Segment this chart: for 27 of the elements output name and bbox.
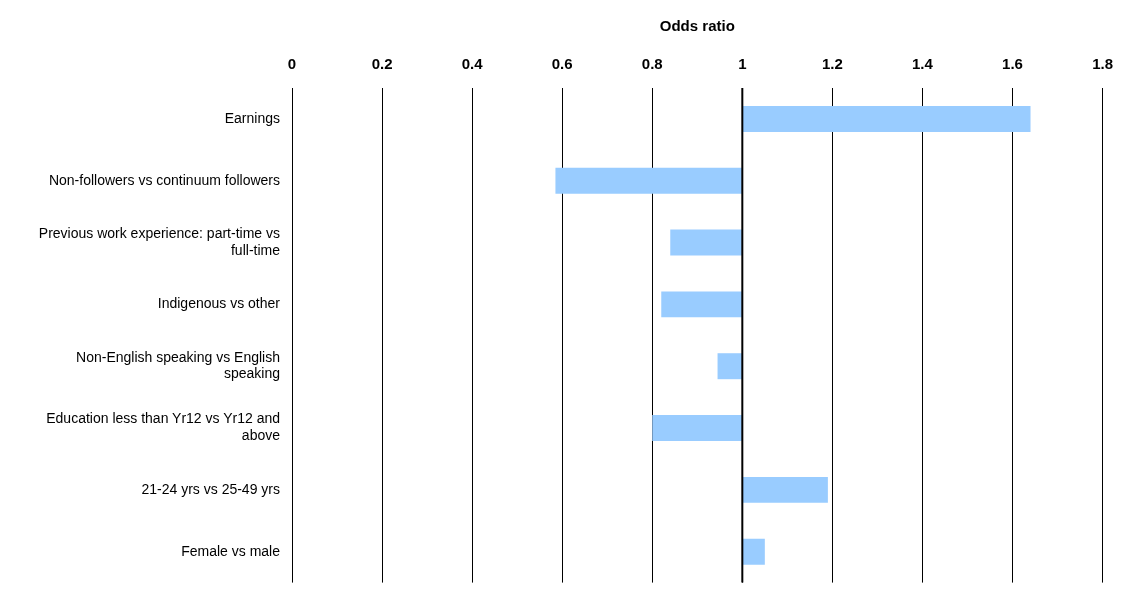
y-tick-label: Female vs male: [181, 542, 281, 559]
x-axis-title: Odds ratio: [659, 17, 735, 35]
y-tick-label: Previous work experience: part-time vs full-time: [38, 225, 281, 258]
y-tick-label: 21-24 yrs vs 25-49 yrs: [141, 480, 280, 497]
x-tick-label: 1.8: [1092, 55, 1113, 73]
x-tick-label: 0.6: [551, 55, 573, 73]
bar: [661, 291, 743, 318]
bar: [717, 353, 743, 380]
x-tick-label: 1.6: [1002, 55, 1023, 73]
x-tick-label: 0: [287, 55, 297, 73]
bar: [742, 538, 765, 565]
y-tick-label: Earnings: [224, 109, 280, 126]
x-tick-label: 0.4: [461, 55, 484, 73]
y-tick-label: Non-followers vs continuum followers: [48, 171, 280, 188]
x-tick-label: 1.4: [912, 55, 934, 73]
bar: [670, 229, 743, 256]
x-tick-label: 1.2: [821, 55, 843, 73]
y-tick-label: Non-English speaking vs English speaking: [76, 348, 280, 382]
x-tick-label: 0.2: [371, 55, 393, 73]
y-tick-label: Indigenous vs other: [157, 295, 281, 312]
x-tick-label: 1: [738, 55, 747, 73]
x-tick-label: 0.8: [641, 55, 663, 73]
bar: [652, 415, 743, 442]
bar: [742, 476, 828, 503]
bar: [555, 167, 743, 194]
bar: [742, 105, 1031, 132]
y-tick-label: Education less than Yr12 vs Yr12 and above: [46, 410, 281, 444]
